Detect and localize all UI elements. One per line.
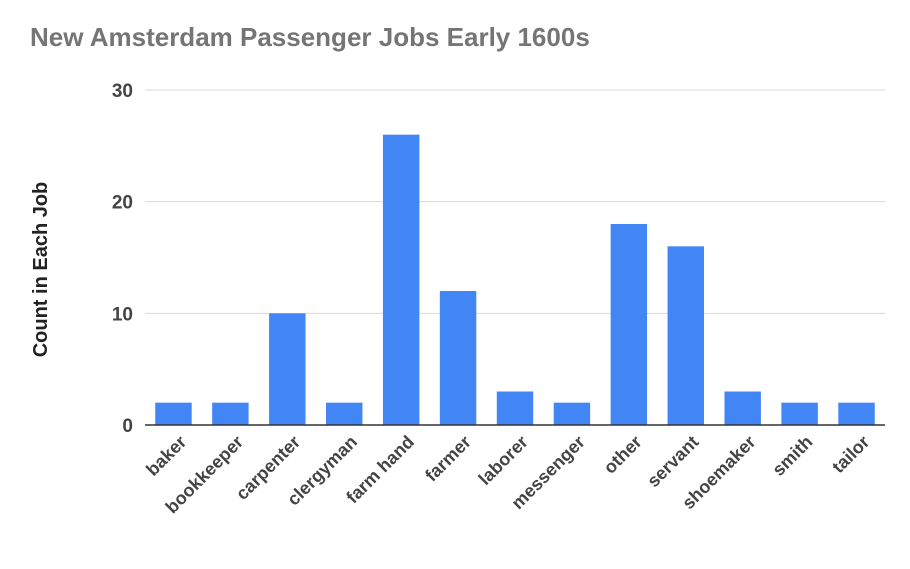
bar bbox=[838, 402, 875, 425]
bar bbox=[326, 402, 363, 425]
y-axis-label: Count in Each Job bbox=[30, 182, 52, 358]
gridlines bbox=[145, 89, 885, 314]
y-tick-label: 10 bbox=[112, 304, 133, 325]
bar bbox=[496, 391, 534, 425]
bar bbox=[439, 291, 477, 425]
chart-title: New Amsterdam Passenger Jobs Early 1600s bbox=[30, 22, 590, 52]
x-tick-label: smith bbox=[768, 432, 816, 480]
x-tick-label: baker bbox=[142, 432, 190, 480]
bar bbox=[610, 224, 648, 425]
bars bbox=[155, 134, 875, 425]
bar bbox=[155, 402, 192, 425]
bar bbox=[724, 391, 761, 425]
y-tick-labels: 0 10 20 30 bbox=[112, 81, 133, 437]
bar bbox=[553, 402, 591, 425]
y-tick-label: 30 bbox=[112, 81, 133, 102]
x-tick-label: other bbox=[600, 432, 646, 478]
bar bbox=[269, 313, 306, 425]
x-tick-label: farmer bbox=[421, 432, 475, 486]
bar bbox=[667, 246, 704, 425]
x-tick-label: tailor bbox=[828, 432, 873, 477]
x-tick-label: laborer bbox=[475, 432, 532, 489]
y-tick-label: 20 bbox=[112, 193, 133, 214]
bar bbox=[781, 402, 818, 425]
y-tick-label: 0 bbox=[122, 416, 133, 437]
bar bbox=[212, 402, 249, 425]
bar bbox=[382, 134, 420, 425]
